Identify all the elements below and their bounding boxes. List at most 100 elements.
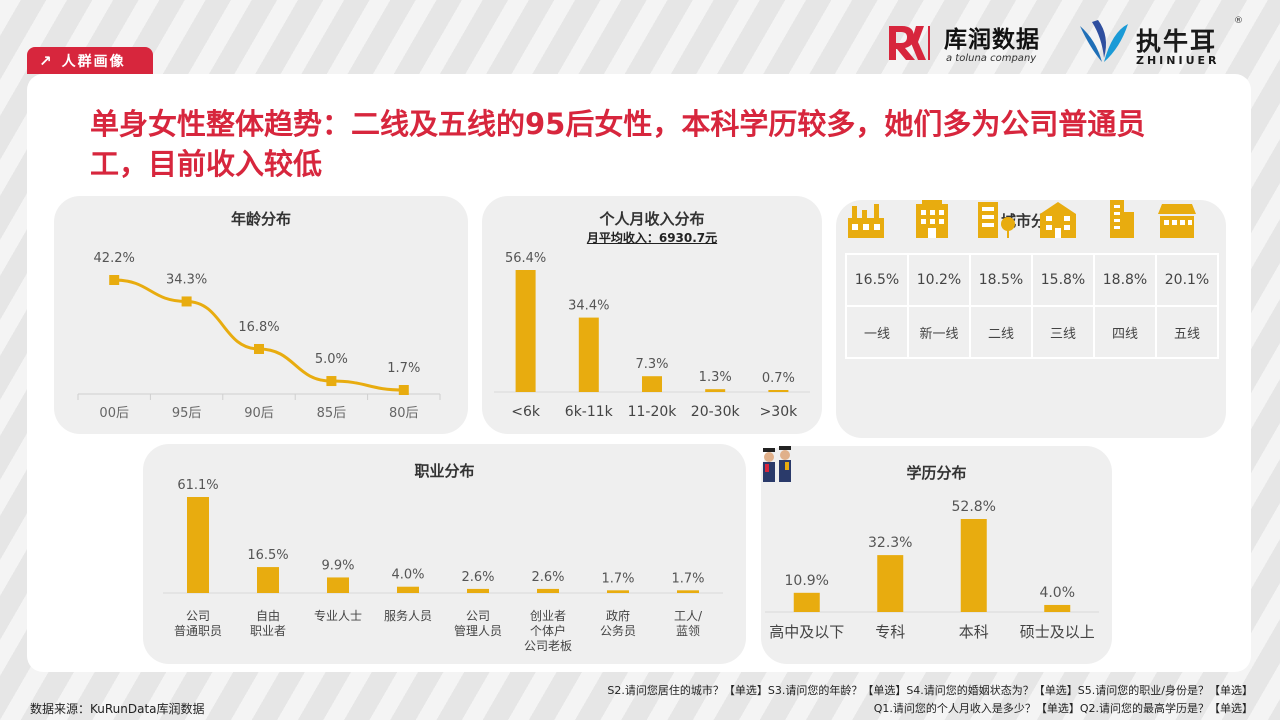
page-title: 单身女性整体趋势：二线及五线的95后女性，本科学历较多，她们多为公司普通员工，目… [90,107,1146,181]
factory-icon [848,204,884,238]
data-label: 2.6% [531,570,564,585]
city-value-cell: 15.8% [1031,253,1095,307]
data-point [109,275,120,285]
tick-label: 80后 [389,406,419,421]
building-tree-icon [978,202,1015,238]
bar [578,317,599,392]
footer-questions-line2: Q1.请问您的个人月收入是多少？【单选】Q2.请问您的最高学历是？【单选】 [873,702,1253,715]
city-value-cell: 10.2% [907,253,971,307]
bar [1044,604,1071,612]
zhiniuer-logo-text: 执牛耳 [1136,27,1218,56]
tall-tower-icon [1110,200,1134,238]
age-line-chart: 42.2% 00后 34.3% 95后 16.8% 90后 5.0% 85后 1.7% 80后 [77,251,441,421]
bar [607,590,629,593]
data-label: 42.2% [94,251,135,266]
tick-label: 90后 [244,406,274,421]
bar [877,555,904,612]
footer-questions-line1: S2.请问您居住的城市？【单选】S3.请问您的年龄？【单选】S4.请问您的婚姻状… [607,684,1253,697]
bar [187,497,209,593]
bar [327,577,349,593]
apartment-icon [1040,202,1076,238]
data-label: 5.0% [315,352,348,367]
tick-label: 公司管理人员 [454,609,502,638]
education-bar-chart: 10.9% 高中及以下 32.3% 专科 52.8% 本科 4.0% 硕士及以上 [765,499,1099,641]
tick-label: >30k [760,404,799,420]
education-distribution-panel: 学历分布 10.9% 高中及以下 32.3% 专科 52.8% 本科 4.0% 硕士及以上 [761,446,1112,664]
bar [960,519,987,612]
data-label: 1.7% [601,571,634,586]
tick-label: 高中及以下 [769,623,844,641]
data-label: 16.8% [238,320,279,335]
zhiniuer-logo-icon [1080,20,1128,62]
tick-label: 20-30k [691,404,741,420]
data-label: 32.3% [868,535,912,551]
job-distribution-panel: 职业分布 61.1% 公司普通职员 16.5% 自由职业者 9.9% 专业人士 4.0% 服务… [143,444,746,664]
income-bar-chart: 56.4% <6k 34.4% 6k-11k 7.3% 11-20k 1.3% 20-30k 0… [494,251,810,420]
city-value-cell: 18.8% [1093,253,1157,307]
data-label: 10.9% [785,573,829,589]
data-label: 4.0% [1039,585,1075,601]
income-distribution-panel: 个人月收入分布 月平均收入：6930.7元 56.4% <6k 34.4% 6k-11… [482,196,822,434]
data-label: 34.4% [568,299,609,314]
tick-label: 11-20k [628,404,678,420]
tick-label: 专科 [875,623,905,641]
income-chart-title: 个人月收入分布 [599,210,705,228]
data-label: 7.3% [635,357,668,372]
data-label: 4.0% [391,568,424,583]
kurun-logo-subtext: a toluna company [946,53,1037,64]
tick-label: 硕士及以上 [1020,623,1095,641]
data-point [254,343,264,354]
data-label: 1.3% [699,370,732,385]
city-name-cell: 三线 [1031,305,1095,359]
city-icons-row [848,200,1196,238]
bar [515,270,536,392]
job-chart-title: 职业分布 [414,462,475,480]
tick-label: 创业者个体户公司老板 [524,609,572,653]
city-name-cell: 四线 [1093,305,1157,359]
data-point [398,385,409,395]
city-name-cell: 一线 [845,305,909,359]
bar [257,567,279,593]
tick-label: 85后 [317,406,347,421]
logo-area: 库润数据 a toluna company 执牛耳 ZHINIUER ® [886,16,1246,68]
income-chart-subtitle: 月平均收入：6930.7元 [586,231,718,245]
arrow-icon: ↗ [39,51,52,70]
section-tag-label: 人群画像 [61,53,126,70]
city-name-cell: 五线 [1155,305,1219,359]
tick-label: 6k-11k [565,404,614,420]
tick-label: 工人/蓝领 [674,609,703,638]
education-chart-title: 学历分布 [906,464,967,482]
tick-label: 本科 [959,623,989,641]
bar [793,592,820,612]
age-distribution-panel: 年龄分布 42.2% 00后 34.3% 95后 16.8% 90后 5.0% 85后 1.7%… [54,196,468,434]
city-name-cell: 二线 [969,305,1033,359]
job-bar-chart: 61.1% 公司普通职员 16.5% 自由职业者 9.9% 专业人士 4.0% 服务人员 2.6… [163,478,723,653]
data-label: 2.6% [461,570,494,585]
kurun-logo-icon [889,26,930,60]
section-tag: ↗ 人群画像 [27,47,153,74]
data-label: 34.3% [166,272,207,287]
data-label: 1.7% [671,571,704,586]
bar [705,389,726,392]
bar [642,376,662,392]
data-label: 61.1% [177,478,218,493]
data-label: 52.8% [952,499,996,515]
data-label: 16.5% [247,548,288,563]
city-distribution-panel: 城市分布 16.5% 10.2% 18.5% 15.8% 18.8% 20.1%… [836,200,1226,438]
graduates-icon [763,446,791,482]
city-value-cell: 16.5% [845,253,909,307]
data-label: 9.9% [321,558,354,573]
tick-label: 自由职业者 [250,609,286,638]
tick-label: 政府公务员 [600,608,636,638]
data-point [326,376,337,387]
tick-label: 95后 [172,406,202,421]
zhiniuer-logo-subtext: ZHINIUER [1136,54,1220,67]
age-chart-title: 年龄分布 [230,210,291,228]
bar [467,588,489,593]
tick-label: <6k [511,404,541,420]
data-label: 56.4% [505,251,546,266]
bar [677,590,699,593]
city-value-cell: 20.1% [1155,253,1219,307]
bar [397,586,419,593]
tick-label: 公司普通职员 [174,609,222,638]
